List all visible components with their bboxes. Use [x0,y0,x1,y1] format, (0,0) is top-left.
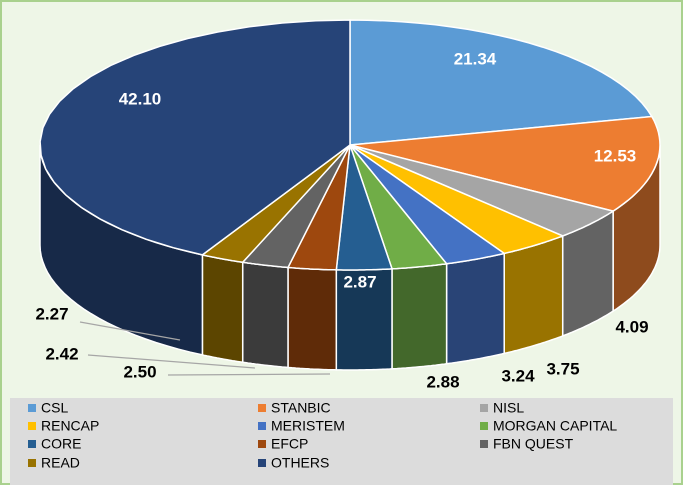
slice [349,115,661,212]
slice [349,144,565,255]
legend-label: OTHERS [271,455,329,471]
slice-side [287,266,338,371]
slice [241,144,351,269]
legend-label: FBN QUEST [493,436,574,452]
legend-swatch [28,404,36,412]
data-label: 2.87 [343,272,376,291]
legend-swatch [480,422,488,430]
data-label: 3.24 [501,366,535,385]
data-label: 2.88 [426,372,459,391]
data-label: 3.75 [546,359,579,378]
slice-side [503,234,564,355]
legend-swatch [258,459,266,467]
legend-swatch [258,404,266,412]
leader-line [167,373,331,376]
data-label: 21.34 [454,49,497,68]
slice [39,19,351,256]
slice-side [201,253,244,364]
legend-label: CORE [41,436,81,452]
slice [335,144,394,271]
data-label: 4.09 [615,317,648,336]
legend-label: EFCP [271,436,308,452]
leader-line [87,354,256,369]
data-label: 12.53 [594,146,637,165]
legend-label: RENCAP [41,418,99,434]
data-label: 42.10 [119,89,162,108]
slice-side [391,262,448,370]
leader-line [79,321,181,341]
slice-side [241,261,289,369]
legend-swatch [258,440,266,448]
slice [349,144,615,237]
slice [349,144,506,265]
legend-swatch [480,404,488,412]
slice-side [445,252,505,365]
legend-label: NISL [493,400,524,416]
legend-label: MORGAN CAPITAL [493,418,617,434]
legend-label: MERISTEM [271,418,345,434]
slice [200,144,351,264]
slice [349,144,449,270]
legend-swatch [258,422,266,430]
slice [349,19,654,146]
legend-swatch [28,459,36,467]
legend-box [10,398,673,485]
legend-swatch [28,422,36,430]
legend-label: CSL [41,400,68,416]
legend-swatch [480,440,488,448]
legend-swatch [28,440,36,448]
legend-label: READ [41,455,80,471]
data-label: 2.42 [45,344,78,363]
legend-label: STANBIC [271,400,331,416]
data-label: 2.27 [35,304,68,323]
data-label: 2.50 [123,362,156,381]
